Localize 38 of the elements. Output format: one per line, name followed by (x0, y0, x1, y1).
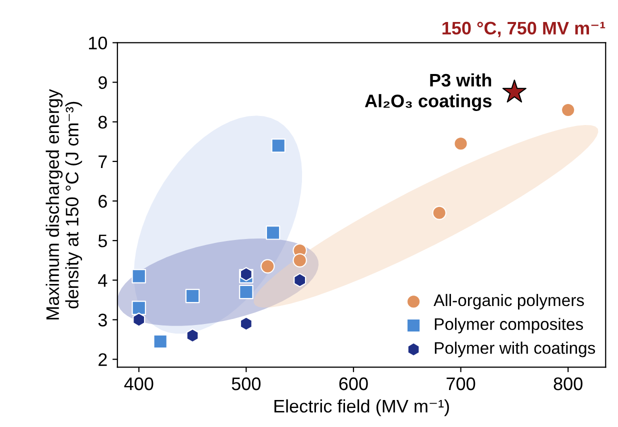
point (132, 269, 146, 284)
y-tick-label: 3 (98, 314, 107, 326)
x-axis-title: Electric field (MV m⁻¹) (274, 399, 449, 416)
point (240, 316, 252, 331)
x-tick-label: 400 (124, 377, 154, 390)
y-tick-label: 5 (98, 234, 107, 248)
y-axis-title: Maximum discharged energy density at 150 °C (J cm⁻³) (46, 89, 82, 320)
point (260, 259, 275, 274)
point (239, 284, 254, 300)
point (186, 328, 199, 343)
point (292, 253, 307, 268)
chart-title: 150 °C, 750 MV m⁻¹ (442, 22, 606, 38)
y-tick-label: 6 (98, 194, 107, 208)
x-tick-label: 600 (339, 377, 368, 390)
y-tick-label: 9 (98, 76, 107, 89)
point (132, 312, 146, 327)
point (266, 226, 280, 240)
point (502, 80, 526, 102)
y-tick-label: 2 (98, 353, 107, 366)
point (560, 102, 576, 118)
point (153, 334, 168, 349)
legend-label: Polymer composites (434, 318, 583, 334)
legend-label: All-organic polymers (434, 294, 584, 310)
point (454, 136, 468, 151)
point (271, 138, 286, 153)
point (132, 300, 146, 315)
y-tick-label: 10 (88, 36, 107, 50)
y-tick-label: 4 (98, 274, 108, 287)
point (294, 273, 306, 288)
y-tick-label: 7 (98, 156, 107, 168)
point (185, 288, 200, 304)
x-tick-label: 800 (554, 377, 582, 390)
legend-label: Polymer with coatings (434, 342, 596, 358)
y-tick-label: 8 (98, 116, 107, 129)
annotation: P3 with Al₂O₃ coatings (364, 73, 492, 112)
point (432, 206, 446, 220)
x-tick-label: 700 (446, 377, 476, 390)
x-tick-label: 500 (232, 377, 261, 390)
